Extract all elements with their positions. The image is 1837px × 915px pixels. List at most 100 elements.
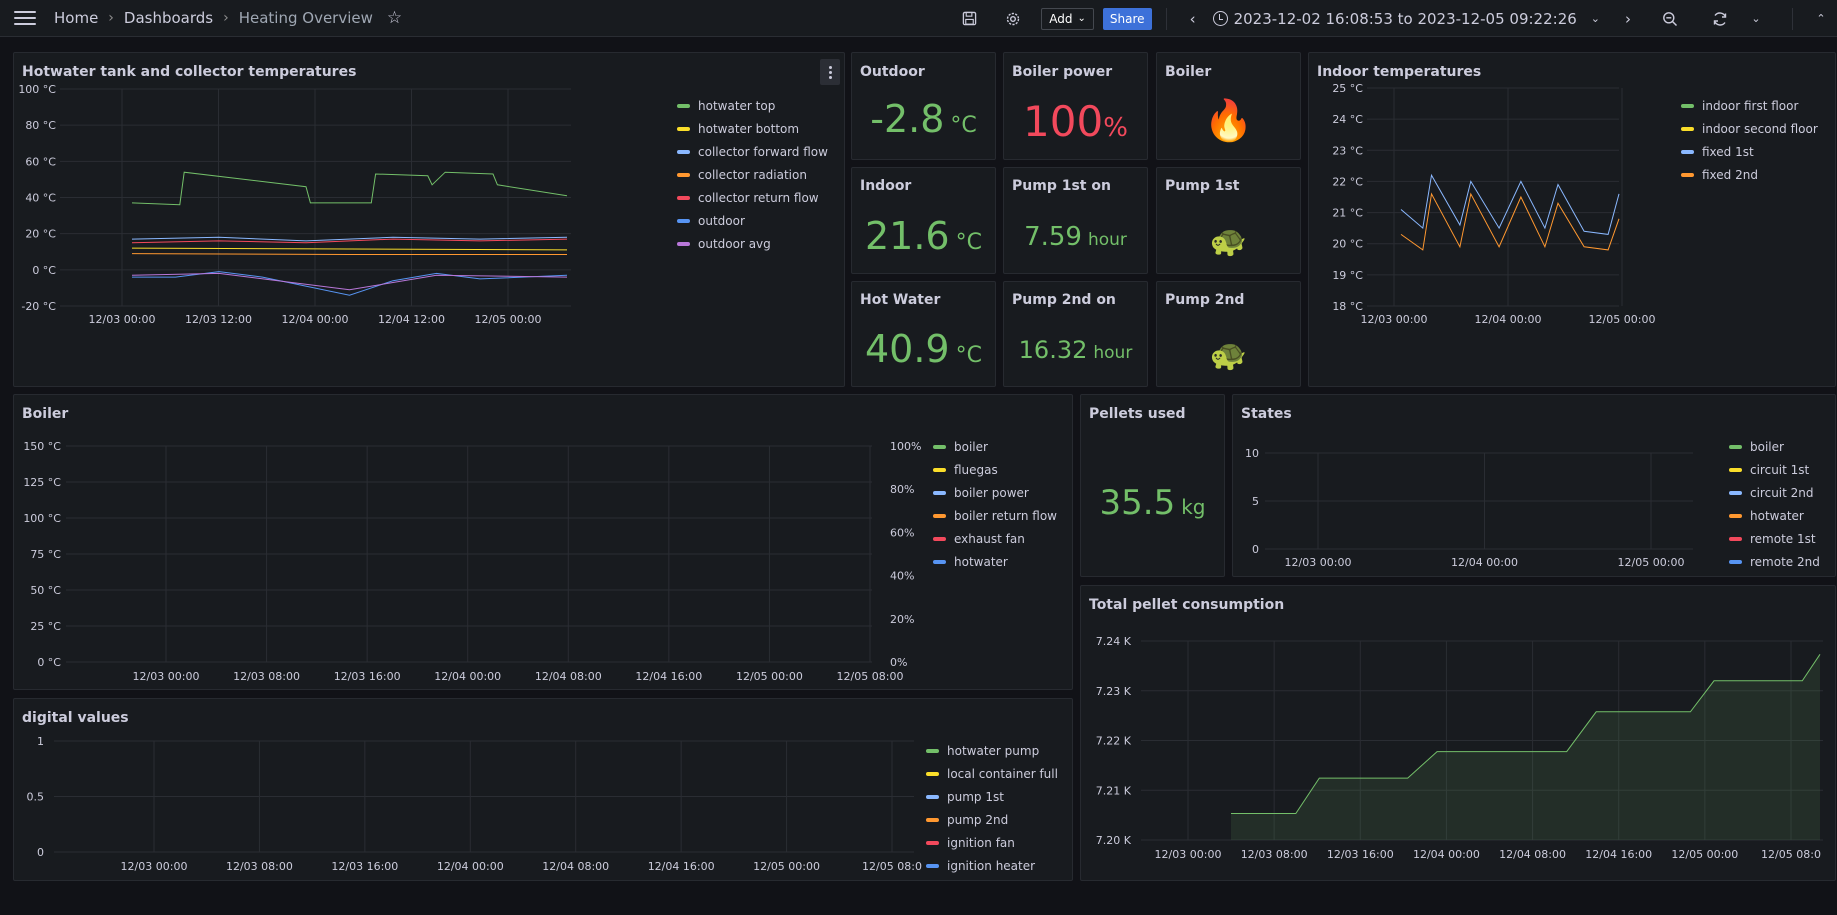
panel-title: Indoor temperatures bbox=[1317, 64, 1482, 80]
stat-value: 16.32 bbox=[1018, 336, 1088, 364]
stat-pump2-on: Pump 2nd on 16.32 hour bbox=[1003, 281, 1148, 387]
legend-label: collector forward flow bbox=[698, 144, 828, 159]
chevron-down-icon[interactable]: ⌄ bbox=[1751, 12, 1761, 25]
zoom-out-icon[interactable] bbox=[1656, 6, 1684, 32]
chevron-left-icon[interactable]: ‹ bbox=[1189, 9, 1196, 28]
legend-item[interactable]: fixed 1st bbox=[1681, 140, 1818, 163]
legend-swatch bbox=[677, 103, 690, 108]
x-tick-label: 12/05 00:00 bbox=[753, 860, 820, 873]
legend-item[interactable]: boiler return flow bbox=[933, 504, 1057, 527]
legend-label: collector radiation bbox=[698, 167, 807, 182]
legend-item[interactable]: fluegas bbox=[933, 458, 1057, 481]
hamburger-icon[interactable] bbox=[14, 11, 36, 25]
refresh-icon[interactable] bbox=[1706, 6, 1734, 32]
stat-title: Pump 1st bbox=[1165, 178, 1240, 194]
legend-item[interactable]: ignition fan bbox=[926, 831, 1058, 854]
series-line bbox=[1400, 192, 1620, 251]
legend-item[interactable]: collector forward flow bbox=[677, 140, 828, 163]
clock-icon bbox=[1212, 11, 1228, 26]
panel-states: States 10 5 0 12/03 00:00 12/04 00:00 12/05 0… bbox=[1232, 394, 1836, 577]
stat-value-row: 35.5 kg bbox=[1081, 483, 1224, 523]
legend-item[interactable]: hotwater top bbox=[677, 94, 828, 117]
series-line bbox=[132, 271, 568, 296]
add-button[interactable]: Add ⌄ bbox=[1041, 7, 1094, 30]
stat-title: Outdoor bbox=[860, 64, 925, 80]
series-line bbox=[1400, 173, 1620, 235]
x-tick-label: 12/04 00:00 bbox=[434, 670, 501, 683]
stat-value-row: -2.8 °C bbox=[852, 97, 995, 141]
legend-item[interactable]: remote 2nd bbox=[1729, 550, 1820, 573]
x-tick-label: 12/03 08:00 bbox=[1241, 848, 1308, 861]
series-line bbox=[131, 253, 567, 255]
chart-legend: boiler circuit 1st circuit 2nd hotwater remo… bbox=[1729, 435, 1820, 573]
stat-value-row: 21.6 °C bbox=[852, 214, 995, 258]
y-tick-label: 22 °C bbox=[1332, 175, 1363, 188]
legend-item[interactable]: boiler bbox=[1729, 435, 1820, 458]
panel-total-pellet-consumption: Total pellet consumption 7.24 K 7.23 K 7.2… bbox=[1080, 585, 1836, 881]
legend-swatch bbox=[1729, 536, 1742, 541]
y2-tick-label: 0% bbox=[890, 656, 907, 669]
gear-icon[interactable] bbox=[999, 6, 1027, 32]
share-button[interactable]: Share bbox=[1102, 7, 1152, 30]
x-tick-label: 12/04 08:00 bbox=[1499, 848, 1566, 861]
legend-item[interactable]: boiler bbox=[933, 435, 1057, 458]
legend-label: hotwater bottom bbox=[698, 121, 800, 136]
breadcrumb-dashboards[interactable]: Dashboards bbox=[123, 9, 214, 27]
chevron-right-icon: › bbox=[108, 10, 114, 26]
chart-legend: indoor first floor indoor second floor fix… bbox=[1681, 94, 1818, 186]
legend-item[interactable]: circuit 2nd bbox=[1729, 481, 1820, 504]
chevron-up-icon[interactable]: ⌃ bbox=[1816, 12, 1826, 25]
panel-menu-icon[interactable] bbox=[820, 59, 840, 85]
y-tick-label: 150 °C bbox=[23, 440, 61, 453]
legend-label: fixed 2nd bbox=[1702, 167, 1758, 182]
x-tick-label: 12/04 00:00 bbox=[1413, 848, 1480, 861]
legend-item[interactable]: local container full bbox=[926, 762, 1058, 785]
legend-item[interactable]: boiler power bbox=[933, 481, 1057, 504]
legend-item[interactable]: exhaust fan bbox=[933, 527, 1057, 550]
x-tick-label: 12/05 08:0 bbox=[1761, 848, 1821, 861]
series-line bbox=[131, 247, 568, 251]
stat-boiler-power: Boiler power 100% bbox=[1003, 52, 1148, 160]
star-icon[interactable]: ☆ bbox=[386, 8, 403, 28]
legend-item[interactable]: pump 1st bbox=[926, 785, 1058, 808]
x-tick-label: 12/03 00:00 bbox=[1155, 848, 1222, 861]
legend-item[interactable]: ignition heater bbox=[926, 854, 1058, 877]
time-range-picker[interactable]: 2023-12-02 16:08:53 to 2023-12-05 09:22:… bbox=[1212, 10, 1600, 28]
legend-label: boiler return flow bbox=[954, 508, 1057, 523]
digital-chart: 1 0.5 0 12/03 00:00 12/03 08:00 12/03 16:00 12… bbox=[27, 735, 922, 873]
breadcrumb-home[interactable]: Home bbox=[54, 9, 99, 27]
legend-item[interactable]: hotwater bottom bbox=[677, 117, 828, 140]
x-tick-label: 12/03 16:00 bbox=[1327, 848, 1394, 861]
series-line bbox=[131, 272, 568, 291]
chevron-down-icon: ⌄ bbox=[1590, 12, 1600, 25]
save-icon[interactable] bbox=[955, 6, 983, 32]
stat-outdoor: Outdoor -2.8 °C bbox=[851, 52, 996, 160]
legend-item[interactable]: fixed 2nd bbox=[1681, 163, 1818, 186]
legend-item[interactable]: remote 1st bbox=[1729, 527, 1820, 550]
legend-item[interactable]: outdoor bbox=[677, 209, 828, 232]
legend-item[interactable]: circuit 1st bbox=[1729, 458, 1820, 481]
x-tick-label: 12/05 00:00 bbox=[475, 313, 542, 326]
stat-title: Boiler power bbox=[1012, 64, 1113, 80]
legend-item[interactable]: indoor first floor bbox=[1681, 94, 1818, 117]
x-tick-label: 12/04 16:00 bbox=[648, 860, 715, 873]
chart-legend: boiler fluegas boiler power boiler return f… bbox=[933, 435, 1057, 573]
x-tick-label: 12/04 16:00 bbox=[635, 670, 702, 683]
y-tick-label: 0 °C bbox=[37, 656, 61, 669]
y-tick-label: 7.23 K bbox=[1096, 685, 1132, 698]
stat-value: -2.8 bbox=[870, 97, 945, 141]
chart-legend: hotwater pump local container full pump 1s… bbox=[926, 739, 1058, 877]
legend-item[interactable]: outdoor avg bbox=[677, 232, 828, 255]
legend-item[interactable]: collector radiation bbox=[677, 163, 828, 186]
y-tick-label: 24 °C bbox=[1332, 113, 1363, 126]
legend-item[interactable]: hotwater bbox=[933, 550, 1057, 573]
legend-item[interactable]: pump 2nd bbox=[926, 808, 1058, 831]
legend-item[interactable]: hotwater pump bbox=[926, 739, 1058, 762]
chevron-right-icon[interactable]: › bbox=[1625, 9, 1631, 28]
legend-item[interactable]: collector return flow bbox=[677, 186, 828, 209]
panel-title: States bbox=[1241, 406, 1292, 422]
legend-item[interactable]: indoor second floor bbox=[1681, 117, 1818, 140]
legend-swatch bbox=[1729, 490, 1742, 495]
legend-item[interactable]: hotwater bbox=[1729, 504, 1820, 527]
legend-swatch bbox=[1729, 467, 1742, 472]
